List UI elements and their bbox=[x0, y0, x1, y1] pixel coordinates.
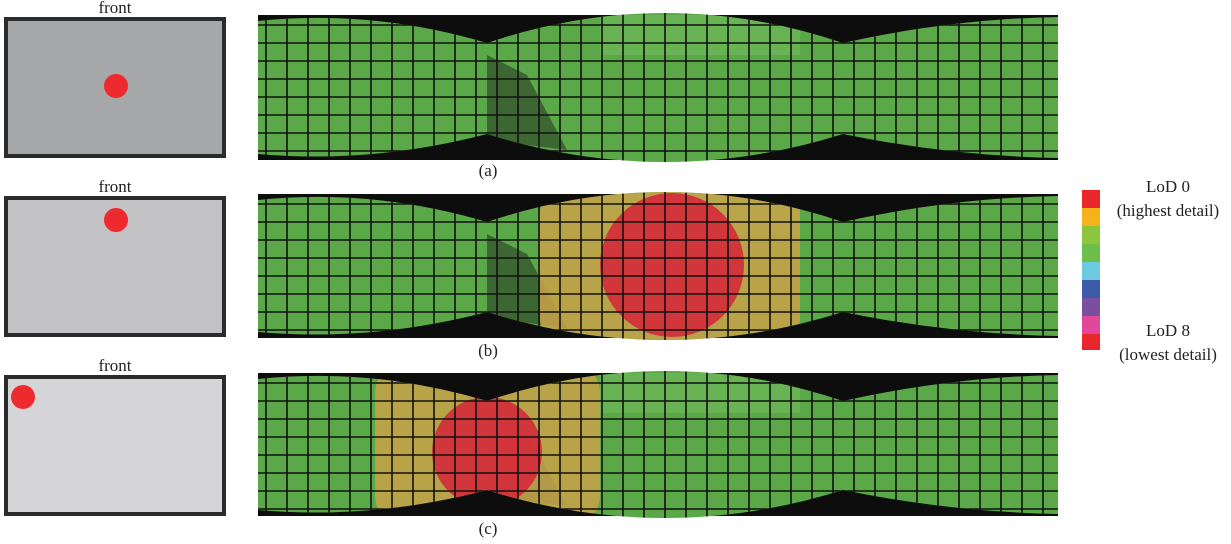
lod-colorbar bbox=[1082, 190, 1100, 350]
gaze-dot bbox=[11, 385, 35, 409]
screen-label: front bbox=[98, 0, 131, 17]
legend-label: LoD 8 bbox=[1146, 321, 1190, 340]
caption: (a) bbox=[479, 161, 498, 180]
panorama bbox=[258, 13, 1058, 162]
panorama-image bbox=[258, 13, 1058, 162]
legend-note: (lowest detail) bbox=[1119, 345, 1217, 364]
screen-label: front bbox=[98, 356, 131, 375]
caption: (c) bbox=[479, 519, 498, 538]
gaze-dot bbox=[104, 208, 128, 232]
gaze-dot bbox=[104, 74, 128, 98]
panorama bbox=[258, 371, 1058, 518]
legend-note: (highest detail) bbox=[1117, 201, 1219, 220]
screen-label: front bbox=[98, 177, 131, 196]
caption: (b) bbox=[478, 341, 498, 360]
screen bbox=[4, 375, 226, 516]
lod-region-high bbox=[600, 193, 744, 337]
legend-label: LoD 0 bbox=[1146, 177, 1190, 196]
lod-region-high bbox=[432, 397, 542, 507]
panorama bbox=[258, 192, 1058, 340]
